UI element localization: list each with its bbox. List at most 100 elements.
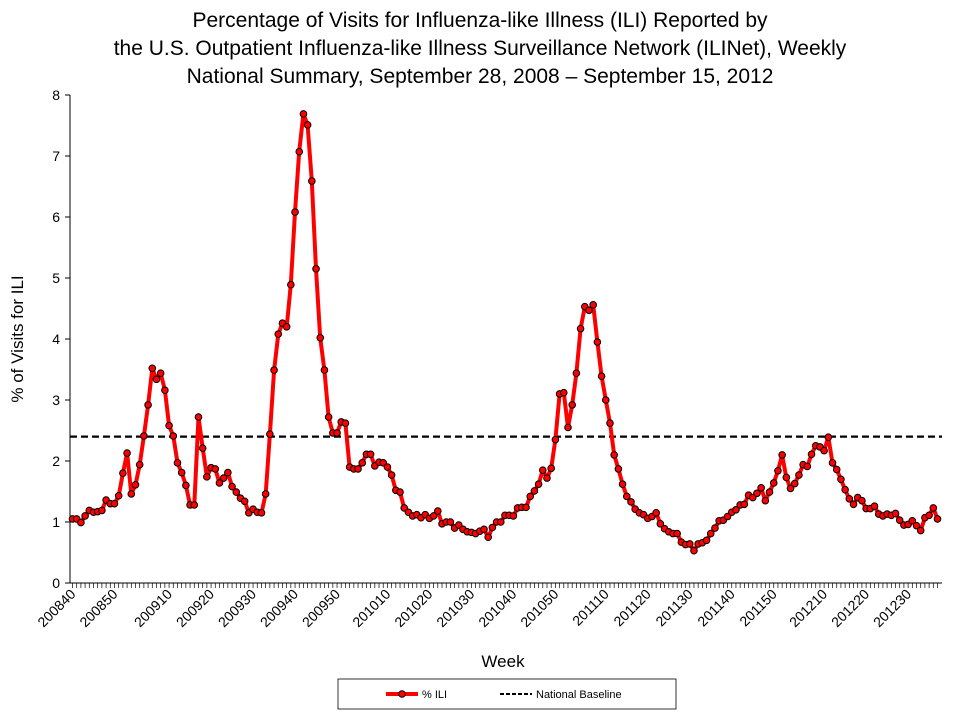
legend-ili-marker <box>398 690 406 698</box>
ili-data-point <box>270 366 278 374</box>
ili-data-point <box>127 490 136 498</box>
legend-baseline-label: National Baseline <box>536 689 622 701</box>
ili-data-point <box>543 474 551 482</box>
ili-data-point <box>266 430 274 438</box>
ili-data-point <box>446 518 455 526</box>
ili-data-point <box>841 485 849 494</box>
ili-data-point <box>916 526 925 535</box>
ili-data-point <box>597 372 606 381</box>
legend-ili-label: % ILI <box>422 689 447 701</box>
ili-data-point <box>81 512 89 520</box>
y-tick-label: 2 <box>52 453 60 469</box>
x-tick-label: 200950 <box>299 586 343 630</box>
ili-data-point <box>295 147 304 156</box>
ili-data-point <box>194 413 203 421</box>
y-tick-label: 8 <box>52 87 60 103</box>
ili-data-point <box>287 280 295 289</box>
ili-data-point <box>925 511 933 520</box>
ili-data-point <box>119 469 127 478</box>
ili-data-point <box>135 460 144 469</box>
ili-data-point <box>761 496 770 505</box>
x-tick-label: 200920 <box>173 586 217 630</box>
ili-data-point <box>299 110 308 118</box>
ili-data-point <box>652 509 660 517</box>
chart-title: Percentage of Visits for Influenza-like … <box>114 9 847 88</box>
ili-data-point <box>240 497 249 506</box>
ili-data-point <box>110 499 119 508</box>
ili-data-point <box>832 465 841 474</box>
ili-data-point <box>845 495 854 503</box>
ili-data-point <box>312 265 320 273</box>
legend: % ILI National Baseline <box>337 678 677 710</box>
ili-data-point <box>497 518 505 526</box>
ili-data-point <box>152 375 161 384</box>
ili-data-point <box>123 449 131 457</box>
ili-data-point <box>627 498 635 506</box>
x-tick-label: 201140 <box>694 586 738 630</box>
ili-data-point <box>778 451 786 459</box>
ili-data-point <box>434 507 442 515</box>
ili-data-point <box>341 419 350 427</box>
y-tick-label: 1 <box>52 514 60 530</box>
ili-data-point <box>895 516 904 524</box>
x-tick-label: 200940 <box>257 586 301 630</box>
ili-data-point <box>308 177 316 185</box>
ili-data-point <box>203 473 211 481</box>
y-tick-label: 0 <box>52 575 60 591</box>
ili-data-point <box>77 518 85 527</box>
ili-data-point <box>690 546 698 555</box>
ili-data-point <box>396 488 404 496</box>
ili-data-point <box>753 489 761 498</box>
x-tick-label: 201150 <box>736 586 780 630</box>
ili-data-point <box>606 419 614 427</box>
ili-data-point <box>215 479 224 487</box>
ili-data-point <box>228 482 236 491</box>
ili-data-point <box>711 524 719 532</box>
ili-data-point <box>98 506 106 515</box>
ili-data-point <box>618 480 627 488</box>
ili-data-point <box>522 503 530 512</box>
ili-data-point <box>358 459 367 467</box>
ili-data-point <box>933 515 942 523</box>
ili-data-point <box>165 421 173 430</box>
ili-data-point <box>572 369 581 377</box>
ili-data-point <box>685 540 694 548</box>
ili-data-point <box>706 529 715 538</box>
ili-data-point <box>824 433 833 442</box>
x-tick-label: 201120 <box>610 586 654 630</box>
ili-data-point <box>144 401 152 409</box>
ili-data-point <box>858 496 866 505</box>
ili-data-point <box>593 338 602 346</box>
ili-data-point <box>169 432 178 440</box>
ili-data-point <box>568 401 576 409</box>
ili-data-point <box>576 324 585 333</box>
ili-data-point <box>774 466 782 475</box>
ili-data-point <box>173 459 182 467</box>
x-tick-label: 201220 <box>828 586 872 630</box>
ili-data-point <box>870 502 879 510</box>
ili-data-point <box>601 396 610 404</box>
x-axis-label: Week <box>481 652 525 671</box>
ili-data-point <box>383 463 392 471</box>
y-tick-label: 7 <box>52 148 60 164</box>
ili-data-point <box>912 521 921 530</box>
ili-data-point <box>211 465 220 473</box>
ili-data-point <box>585 306 593 315</box>
ili-data-point <box>177 468 186 477</box>
ili-data-point <box>161 386 169 395</box>
y-tick-label: 6 <box>52 209 60 225</box>
ili-data-point <box>114 491 123 500</box>
ili-data-point <box>538 466 547 474</box>
ili-data-point <box>182 481 190 490</box>
chart-title-line: the U.S. Outpatient Influenza-like Illne… <box>114 37 847 60</box>
ili-data-point <box>807 450 816 459</box>
ili-data-point <box>303 121 312 129</box>
ili-data-point <box>610 451 618 459</box>
x-tick-label: 200850 <box>76 586 120 630</box>
ili-data-point <box>564 423 572 432</box>
ili-data-point <box>765 488 774 496</box>
ili-data-point <box>732 506 740 514</box>
ili-data-point <box>828 459 837 467</box>
chart-title-line: Percentage of Visits for Influenza-like … <box>192 9 768 32</box>
ili-data-point <box>803 462 812 471</box>
